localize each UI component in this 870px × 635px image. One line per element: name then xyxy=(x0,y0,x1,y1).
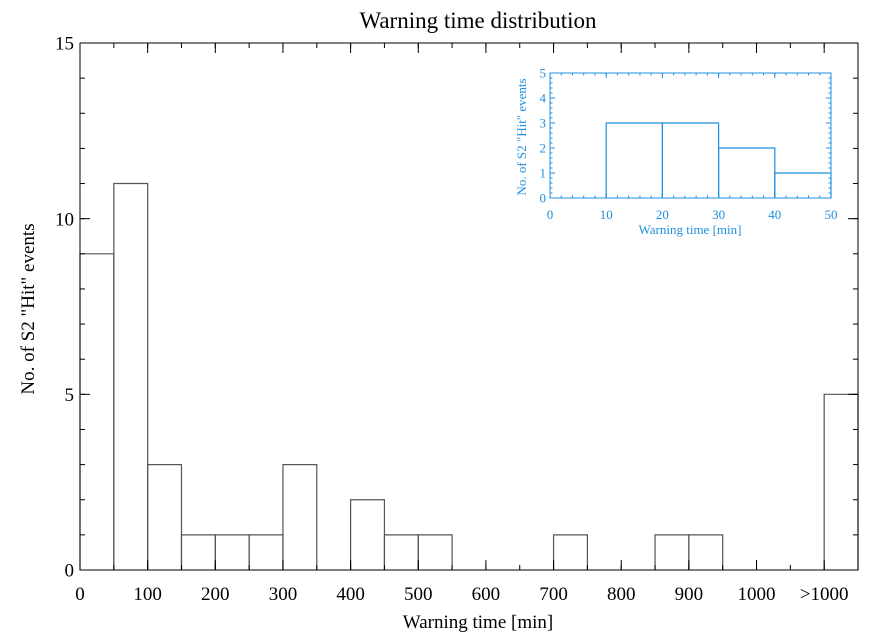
inset-x-tick-label: 20 xyxy=(656,207,669,222)
main-bar xyxy=(688,534,724,570)
main-x-tick-label: >1000 xyxy=(800,584,849,605)
inset-x-tick-label: 10 xyxy=(600,207,613,222)
inset-plot-frame xyxy=(549,72,832,199)
main-y-tick-label: 15 xyxy=(55,34,74,55)
main-x-tick-label: 1000 xyxy=(738,584,776,605)
inset-x-tick-label: 40 xyxy=(768,207,781,222)
main-bar xyxy=(282,464,318,570)
inset-bars xyxy=(605,122,832,198)
inset-y-tick-label: 0 xyxy=(540,191,547,206)
x-axis-label: Warning time [min] xyxy=(403,612,553,633)
main-x-tick-label: 0 xyxy=(75,584,85,605)
inset-y-tick-label: 3 xyxy=(540,116,547,131)
inset-histogram: Warning time [min] No. of S2 "Hit" event… xyxy=(514,66,838,237)
main-x-tick-label: 100 xyxy=(133,584,162,605)
main-y-tick-label: 0 xyxy=(65,561,75,582)
inset-x-tick-label: 50 xyxy=(825,207,838,222)
inset-y-axis-label: No. of S2 "Hit" events xyxy=(514,78,529,195)
main-x-tick-label: 400 xyxy=(336,584,365,605)
main-x-tick-label: 700 xyxy=(539,584,568,605)
inset-y-tick-label: 5 xyxy=(540,66,547,81)
main-histogram: Warning time distribution Warning time [… xyxy=(18,8,859,633)
main-x-tick-label: 800 xyxy=(607,584,636,605)
y-axis-label: No. of S2 "Hit" events xyxy=(18,223,39,394)
inset-y-tick-label: 2 xyxy=(540,141,547,156)
inset-x-axis-label: Warning time [min] xyxy=(639,222,742,237)
inset-x-tick-label: 0 xyxy=(547,207,554,222)
main-x-tick-label: 500 xyxy=(404,584,433,605)
main-x-tick-label: 600 xyxy=(472,584,501,605)
main-x-tick-label: 300 xyxy=(269,584,298,605)
main-y-tick-label: 5 xyxy=(65,385,75,406)
main-bar xyxy=(147,464,183,570)
main-bar xyxy=(417,534,453,570)
inset-x-tick-label: 30 xyxy=(712,207,725,222)
inset-y-tick-label: 4 xyxy=(540,91,547,106)
chart-title: Warning time distribution xyxy=(359,8,597,33)
main-ticks: 0 100 200 300 400 500 600 700 800 900 1000 >1000051… xyxy=(55,34,859,605)
inset-ticks: 0 10 20 30 40 50 0 1 2 3 4 5 xyxy=(540,66,838,222)
main-x-tick-label: 900 xyxy=(675,584,704,605)
main-plot-frame xyxy=(79,42,859,571)
main-bar xyxy=(552,534,588,570)
inset-y-tick-label: 1 xyxy=(540,166,547,181)
main-bar xyxy=(113,182,149,570)
main-y-tick-label: 10 xyxy=(55,209,74,230)
main-x-tick-label: 200 xyxy=(201,584,230,605)
